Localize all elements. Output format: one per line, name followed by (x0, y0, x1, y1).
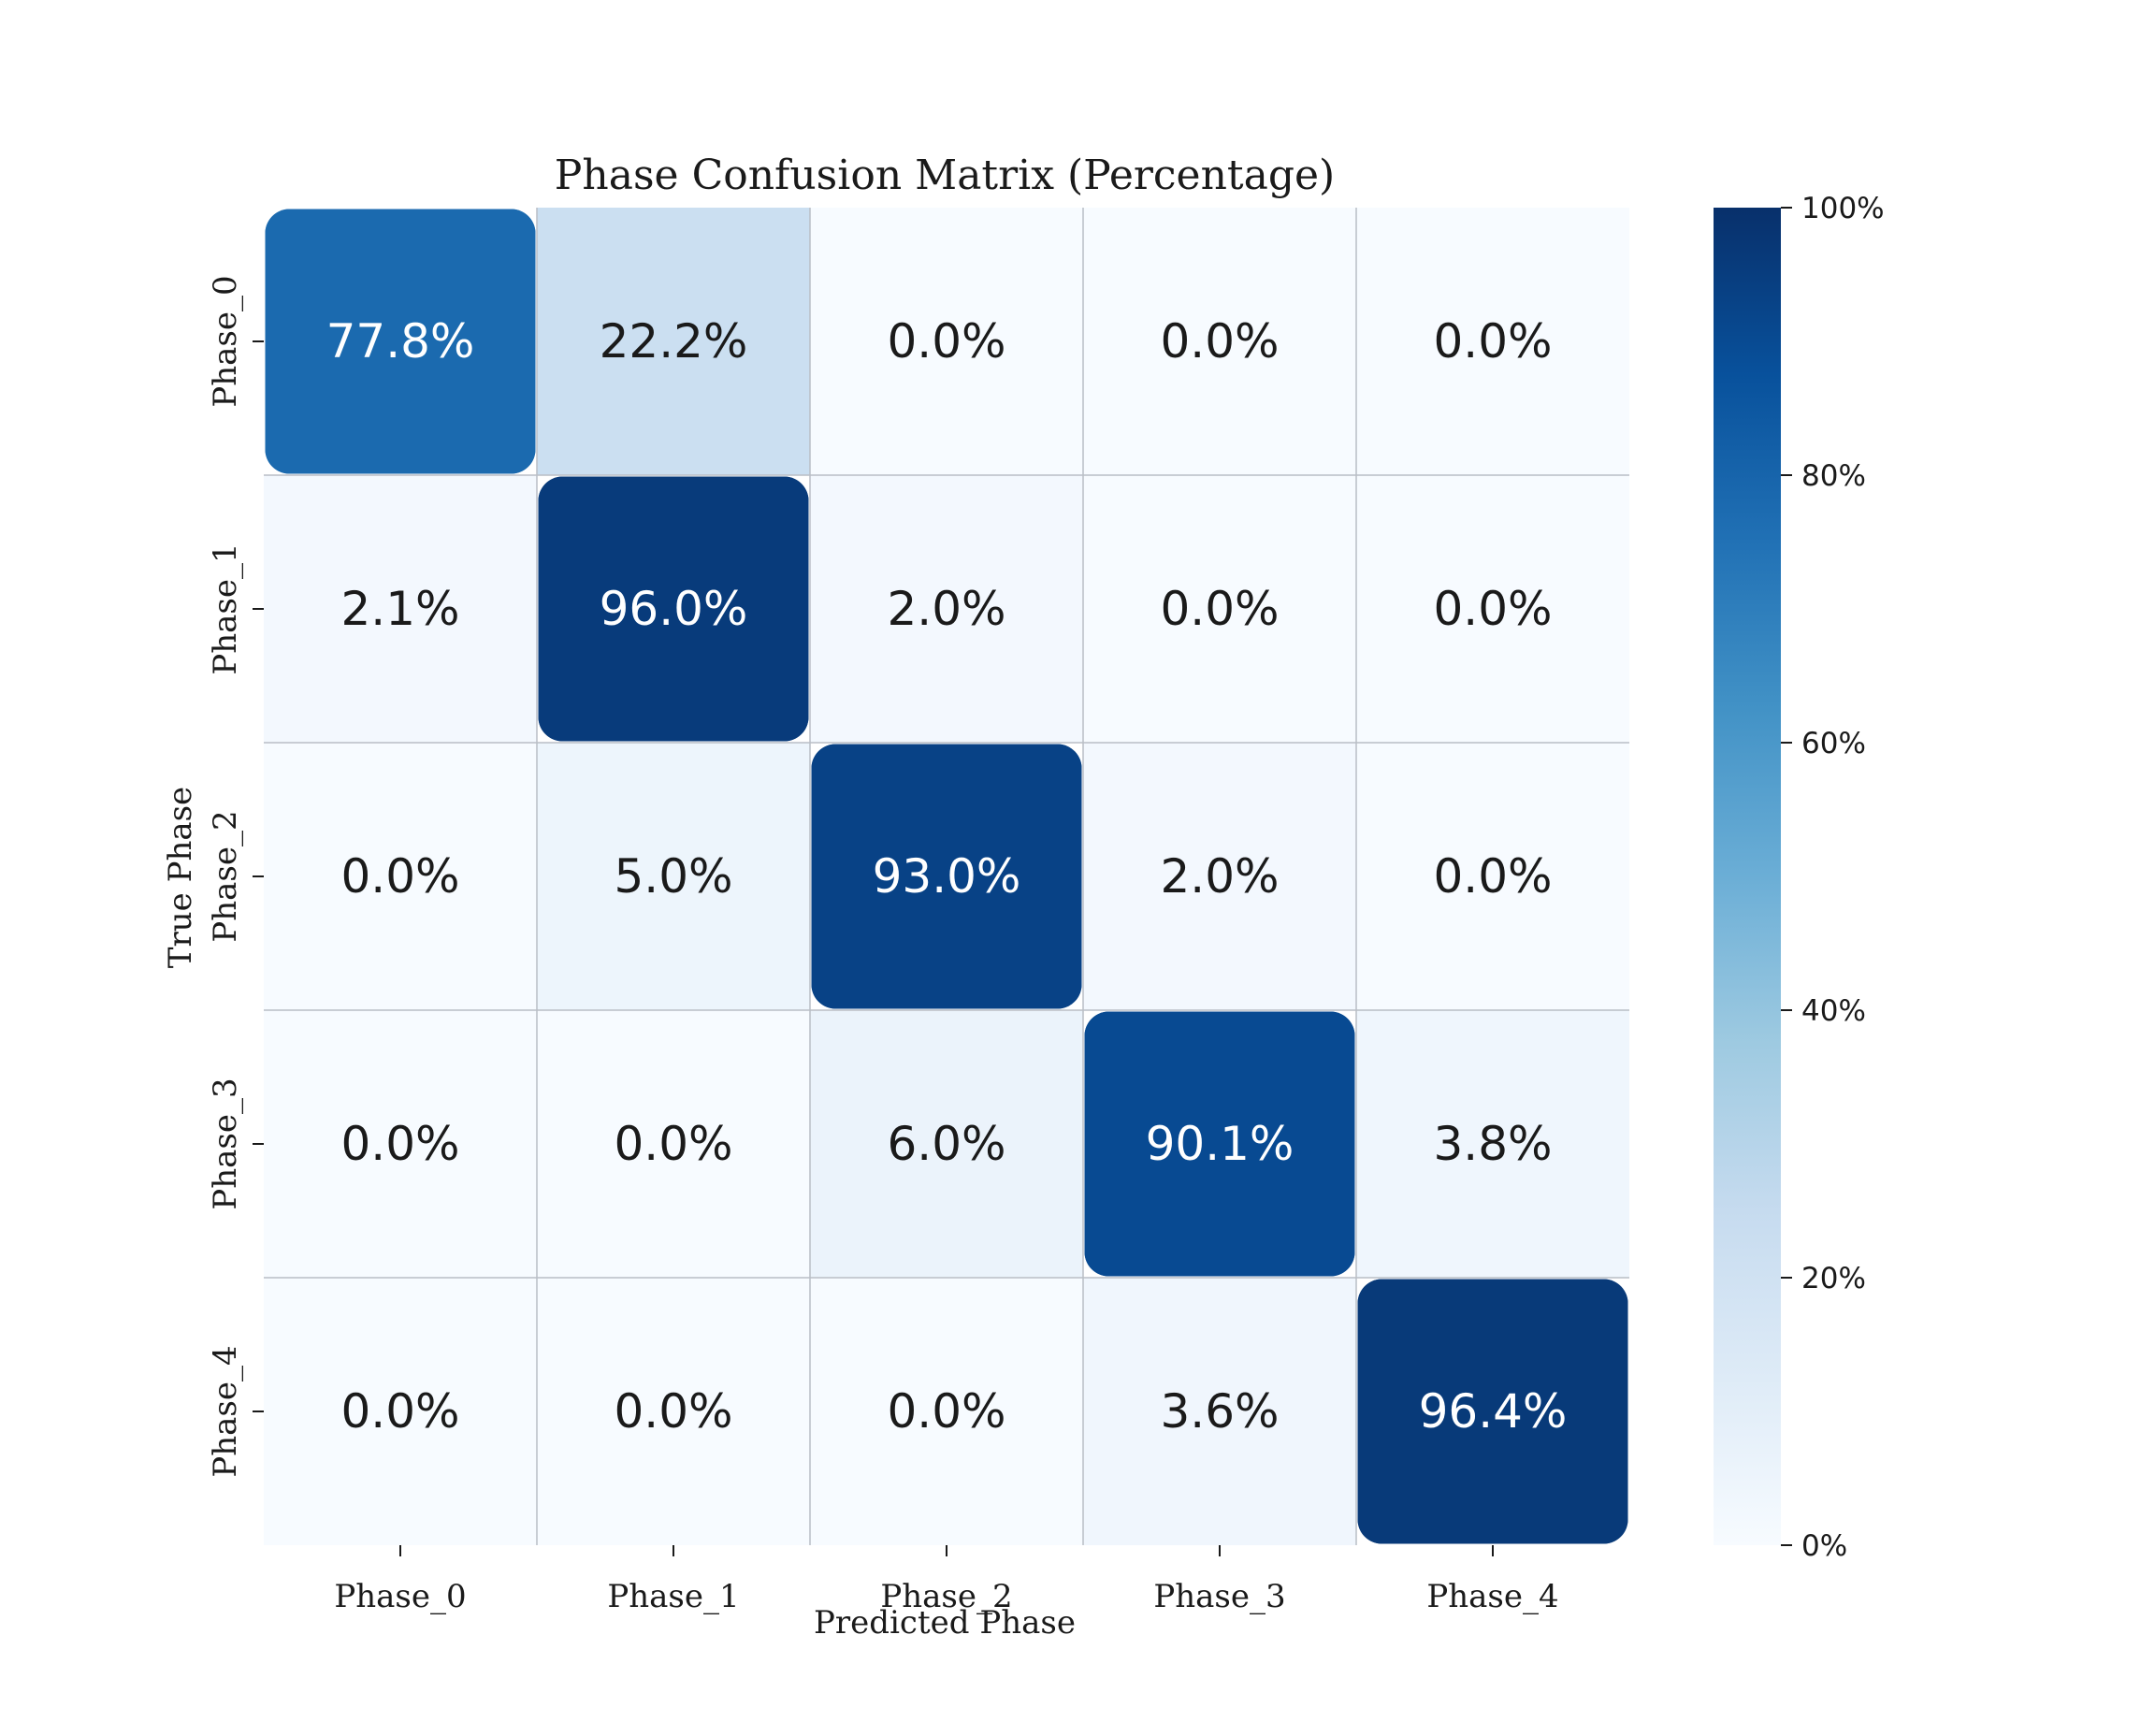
heatmap-cell-overlay-2-2 (811, 744, 1082, 1009)
heatmap-grid (264, 208, 1629, 1545)
cell-label-3-2: 6.0% (887, 1117, 1005, 1171)
cell-label-4-1: 0.0% (614, 1384, 732, 1439)
heatmap-cell-4-2 (810, 1278, 1083, 1545)
y-tick-label-3: Phase_3 (207, 1078, 244, 1209)
colorbar: 0% 20% 40% 60% 80% 100% (1714, 192, 1885, 1563)
cell-label-1-2: 2.0% (887, 582, 1005, 636)
chart-title: Phase Confusion Matrix (Percentage) (555, 152, 1335, 199)
y-tick-label-2: Phase_2 (207, 810, 244, 942)
heatmap-cell-4-3 (1083, 1278, 1356, 1545)
heatmap-cell-1-2 (810, 475, 1083, 743)
heatmap-cell-2-1 (537, 743, 810, 1010)
heatmap-cell-3-0 (264, 1010, 537, 1278)
cell-label-1-1: 96.0% (600, 582, 748, 636)
x-tick-label-2: Phase_2 (880, 1578, 1012, 1615)
x-tick-label-0: Phase_0 (334, 1578, 466, 1615)
cell-label-1-4: 0.0% (1433, 582, 1552, 636)
cell-label-3-3: 90.1% (1146, 1117, 1294, 1171)
heatmap-cell-2-3 (1083, 743, 1356, 1010)
heatmap-cell-3-4 (1356, 1010, 1629, 1278)
cell-label-3-1: 0.0% (614, 1117, 732, 1171)
colorbar-gradient (1714, 208, 1781, 1545)
x-tick-label-4: Phase_4 (1426, 1578, 1558, 1615)
cell-label-4-4: 96.4% (1419, 1384, 1568, 1439)
cell-label-3-4: 3.8% (1433, 1117, 1552, 1171)
x-tick-label-1: Phase_1 (607, 1578, 739, 1615)
heatmap-cell-labels: 77.8% 22.2% 0.0% 0.0% 0.0% 2.1% 96.0% 2.0% 0.0% 0… (326, 314, 1568, 1439)
heatmap-cell-overlay-1-1 (538, 476, 809, 742)
heatmap-cell-0-2 (810, 208, 1083, 475)
heatmap-cell-1-0 (264, 475, 537, 743)
colorbar-tick-label-0: 0% (1801, 1529, 1847, 1563)
heatmap-cell-1-4 (1356, 475, 1629, 743)
x-axis-label: Predicted Phase (814, 1604, 1076, 1642)
cell-label-2-0: 0.0% (340, 849, 459, 904)
cell-label-4-0: 0.0% (340, 1384, 459, 1439)
heatmap-cell-2-0 (264, 743, 537, 1010)
cell-label-0-1: 22.2% (600, 314, 748, 369)
cell-label-0-3: 0.0% (1160, 314, 1279, 369)
heatmap-cell-overlay-3-3 (1084, 1011, 1355, 1277)
y-tick-label-4: Phase_4 (207, 1345, 244, 1477)
heatmap-cell-2-4 (1356, 743, 1629, 1010)
cell-label-2-2: 93.0% (873, 849, 1021, 904)
heatmap-cell-4-1 (537, 1278, 810, 1545)
heatmap-cell-0-3 (1083, 208, 1356, 475)
heatmap-cell-4-0 (264, 1278, 537, 1545)
cell-label-0-0: 77.8% (326, 314, 475, 369)
y-axis-label: True Phase (162, 787, 199, 968)
heatmap-cell-3-2 (810, 1010, 1083, 1278)
y-tick-label-1: Phase_1 (207, 542, 244, 674)
x-tick-label-3: Phase_3 (1153, 1578, 1285, 1615)
cell-label-4-3: 3.6% (1160, 1384, 1279, 1439)
colorbar-tick-label-3: 60% (1801, 727, 1866, 760)
cell-label-1-0: 2.1% (340, 582, 459, 636)
x-axis-ticks: Phase_0 Phase_1 Phase_2 Phase_3 Phase_4 (334, 1545, 1559, 1615)
cell-label-2-1: 5.0% (614, 849, 732, 904)
cell-label-1-3: 0.0% (1160, 582, 1279, 636)
cell-label-0-2: 0.0% (887, 314, 1005, 369)
heatmap-cell-0-1 (537, 208, 810, 475)
heatmap-cell-overlay-4-4 (1357, 1279, 1628, 1544)
heatmap-cell-3-1 (537, 1010, 810, 1278)
colorbar-tick-label-2: 40% (1801, 994, 1866, 1028)
colorbar-tick-label-5: 100% (1801, 192, 1885, 225)
cell-label-2-3: 2.0% (1160, 849, 1279, 904)
y-axis-ticks: Phase_0 Phase_1 Phase_2 Phase_3 Phase_4 (207, 275, 264, 1478)
y-tick-label-0: Phase_0 (207, 275, 244, 407)
cell-label-0-4: 0.0% (1433, 314, 1552, 369)
cell-label-4-2: 0.0% (887, 1384, 1005, 1439)
cell-label-3-0: 0.0% (340, 1117, 459, 1171)
colorbar-tick-label-1: 20% (1801, 1262, 1866, 1295)
heatmap-cell-overlay-0-0 (265, 209, 536, 474)
heatmap-cell-0-4 (1356, 208, 1629, 475)
colorbar-tick-label-4: 80% (1801, 459, 1866, 493)
heatmap-cell-1-3 (1083, 475, 1356, 743)
cell-label-2-4: 0.0% (1433, 849, 1552, 904)
